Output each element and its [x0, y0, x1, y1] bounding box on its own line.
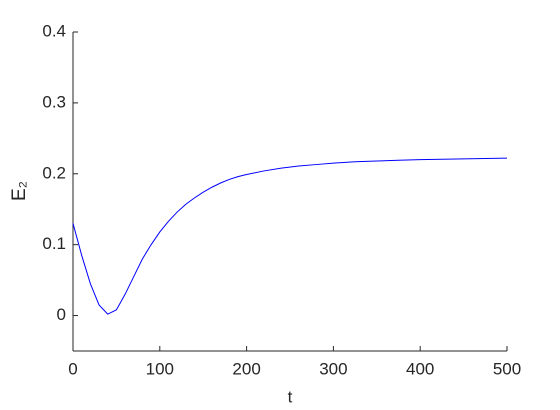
x-tick-label: 300 [319, 359, 347, 378]
y-tick-label: 0 [57, 305, 66, 324]
x-tick-label: 400 [406, 359, 434, 378]
x-axis-label: t [288, 387, 293, 406]
y-tick-label: 0.1 [42, 234, 66, 253]
y-tick-label: 0.2 [42, 163, 66, 182]
y-tick-label: 0.4 [42, 21, 66, 40]
x-tick-label: 0 [68, 359, 77, 378]
line-series [72, 157, 508, 315]
y-axis-label: E₂ [9, 181, 30, 201]
y-tick-label: 0.3 [42, 92, 66, 111]
x-tick-label: 100 [146, 359, 174, 378]
x-tick-label: 500 [493, 359, 521, 378]
x-tick-label: 200 [232, 359, 260, 378]
